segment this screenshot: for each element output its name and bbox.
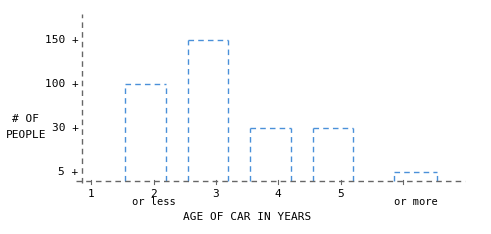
Text: 150 +: 150 + <box>45 35 79 45</box>
Text: # OF: # OF <box>12 114 39 124</box>
Text: 3: 3 <box>213 189 219 198</box>
Text: 100 +: 100 + <box>45 79 79 89</box>
Text: 5 +: 5 + <box>58 167 79 177</box>
Text: or less: or less <box>132 197 175 207</box>
Text: 30 +: 30 + <box>52 123 79 133</box>
Text: 2: 2 <box>150 189 157 198</box>
Text: 1: 1 <box>88 189 95 198</box>
Text: PEOPLE: PEOPLE <box>5 130 46 139</box>
Text: or more: or more <box>394 197 437 207</box>
Text: 4: 4 <box>275 189 282 198</box>
Text: AGE OF CAR IN YEARS: AGE OF CAR IN YEARS <box>183 212 311 222</box>
Text: 5: 5 <box>337 189 344 198</box>
